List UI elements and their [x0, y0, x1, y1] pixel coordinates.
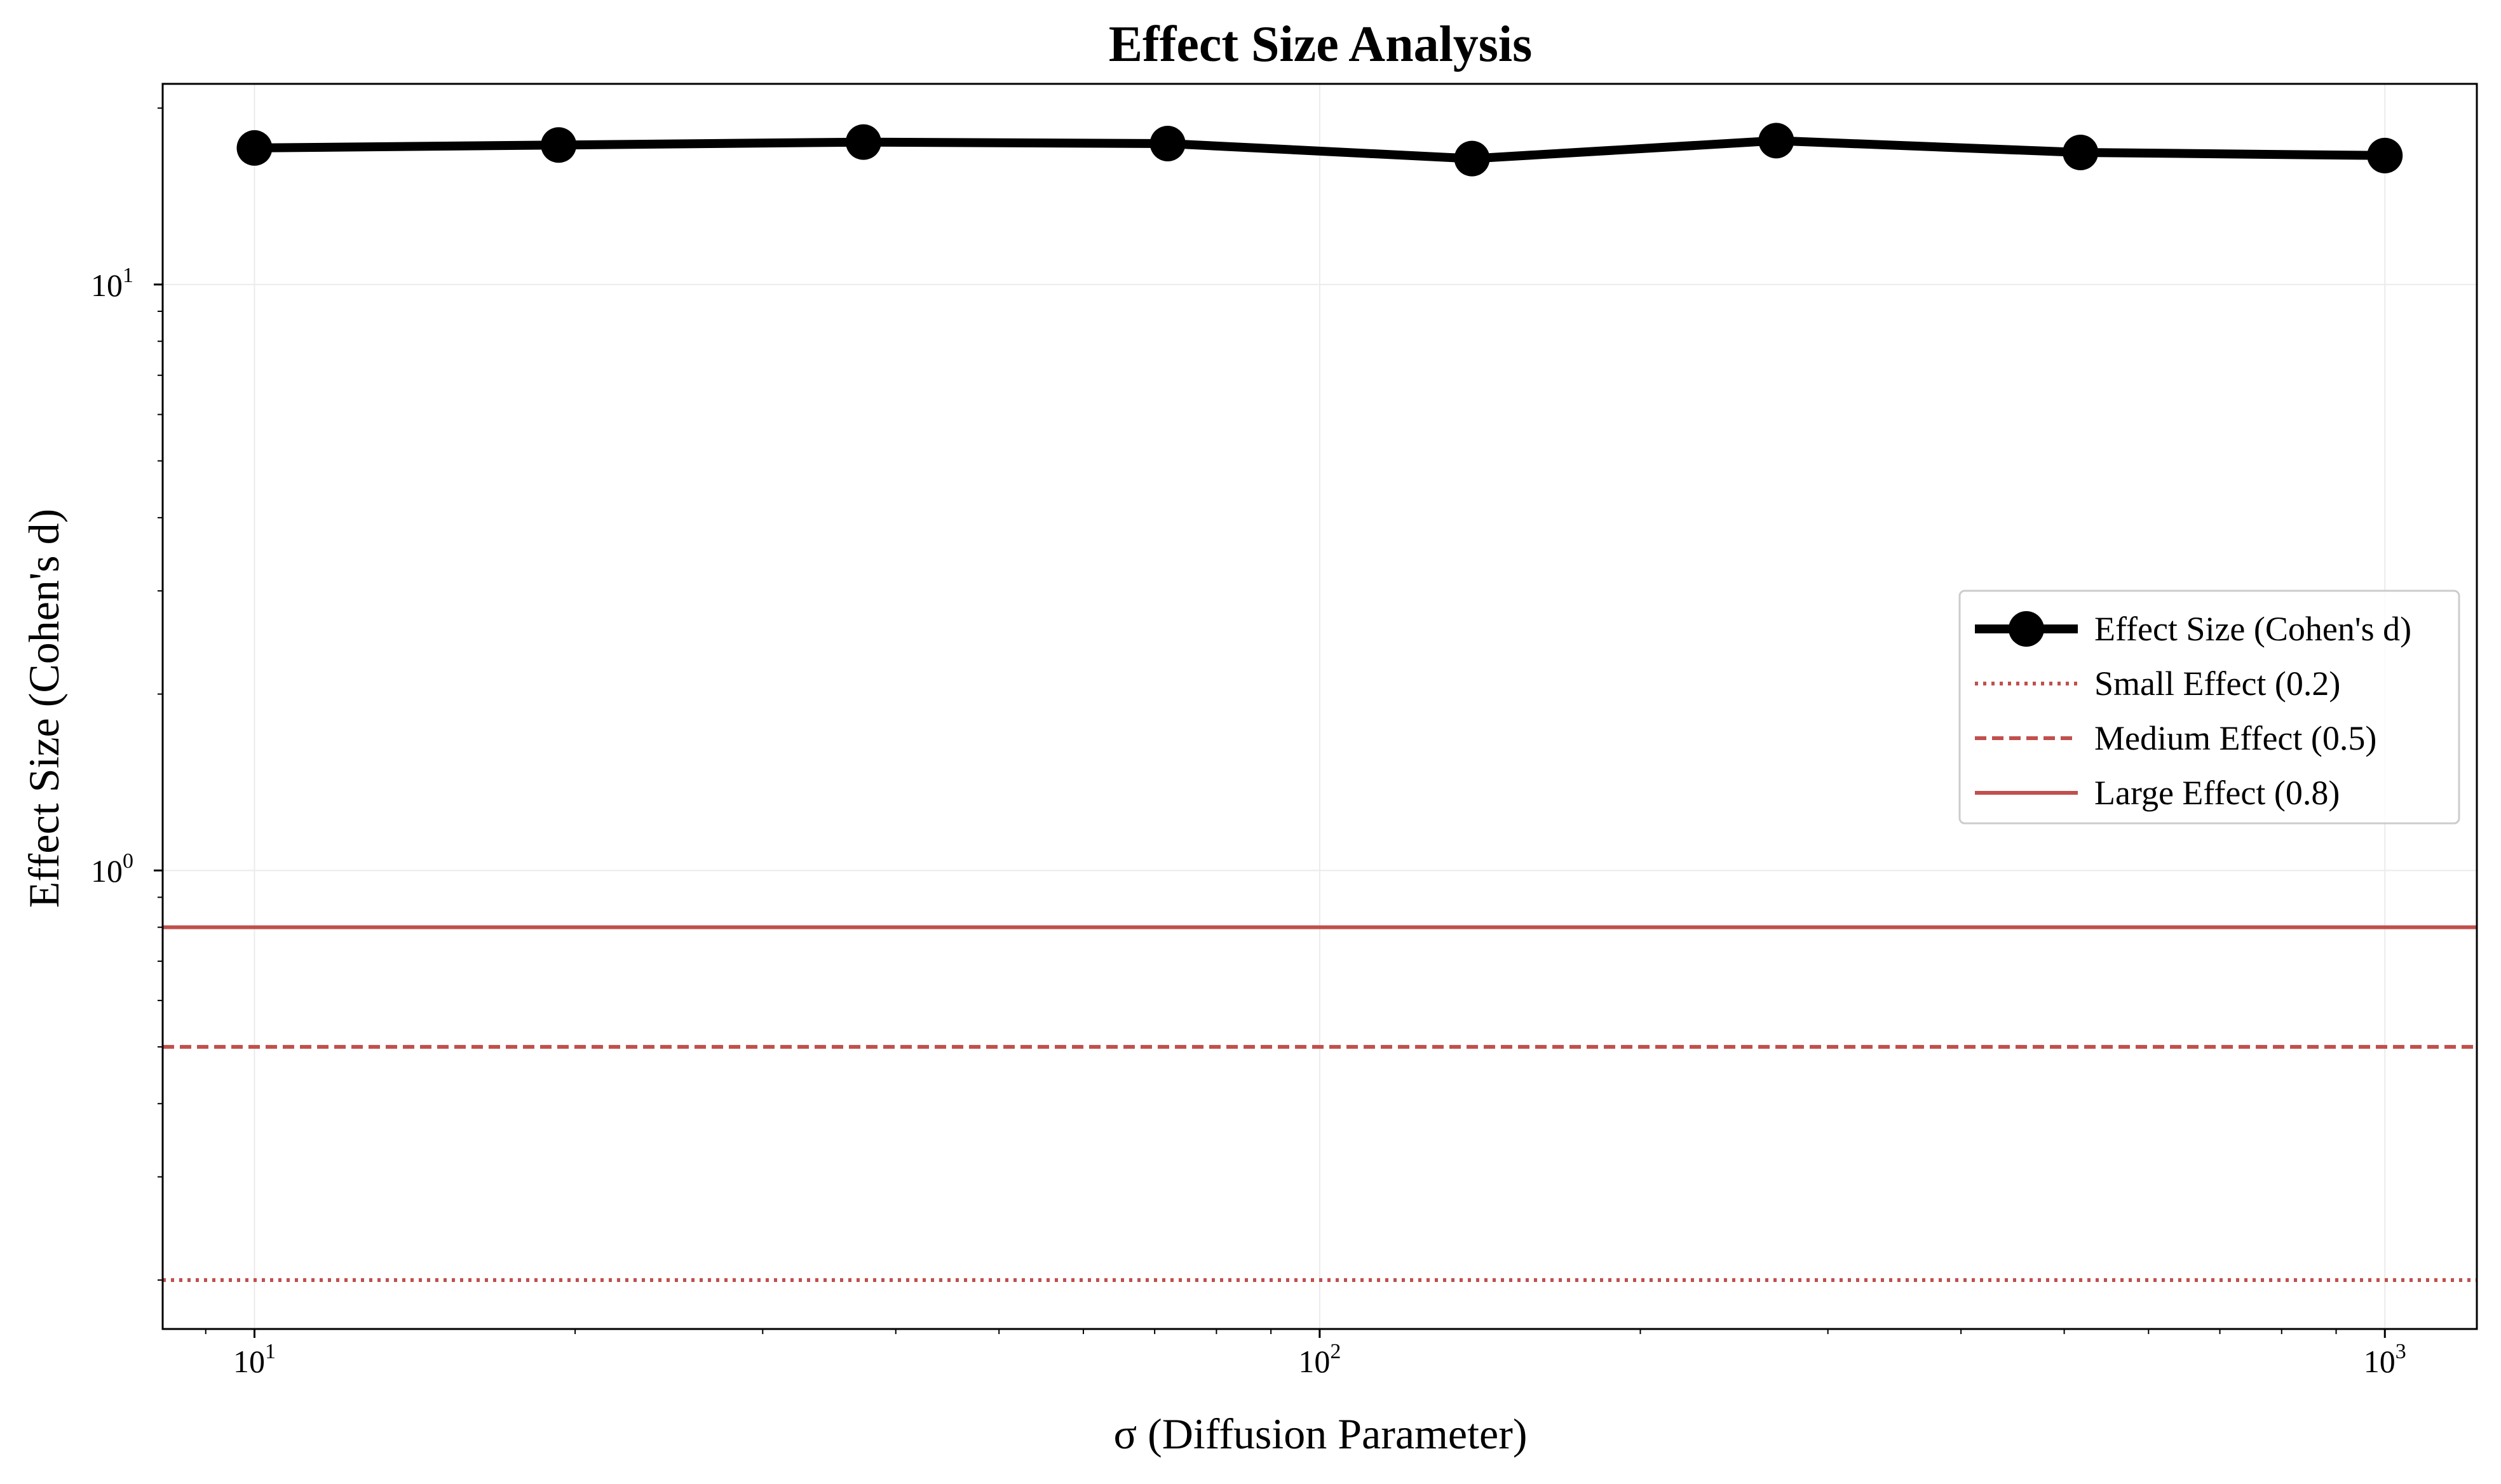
legend-box: [1958, 590, 2460, 825]
series-layer: [236, 123, 2403, 177]
data-point: [845, 124, 881, 160]
y-tick-label: 101: [91, 264, 133, 303]
legend-label: Effect Size (Cohen's d): [2094, 610, 2411, 648]
data-point: [236, 130, 273, 166]
data-point: [1454, 140, 1490, 177]
legend-label: Small Effect (0.2): [2094, 664, 2340, 703]
x-axis-label: σ (Diffusion Parameter): [1114, 1410, 1528, 1458]
legend-label: Medium Effect (0.5): [2094, 719, 2376, 757]
data-point: [1149, 125, 1186, 161]
x-tick-label: 102: [1298, 1340, 1341, 1379]
axis-ticks: 101 102 103 100 101: [91, 107, 2406, 1379]
data-point: [2367, 137, 2403, 173]
legend: Effect Size (Cohen's d) Small Effect (0.2…: [1958, 590, 2460, 825]
x-tick-label: 103: [2364, 1340, 2406, 1379]
data-point: [1758, 123, 1794, 159]
legend-swatch-marker: [2009, 611, 2044, 647]
reference-lines: [163, 925, 2477, 1282]
data-point: [2063, 135, 2099, 171]
data-point: [541, 127, 577, 163]
y-axis-label: Effect Size (Cohen's d): [20, 509, 68, 908]
legend-label: Large Effect (0.8): [2094, 774, 2340, 812]
y-tick-label: 100: [91, 849, 133, 889]
x-tick-label: 101: [233, 1340, 276, 1379]
series-line: [254, 136, 2385, 163]
chart-title: Effect Size Analysis: [1109, 17, 1533, 72]
